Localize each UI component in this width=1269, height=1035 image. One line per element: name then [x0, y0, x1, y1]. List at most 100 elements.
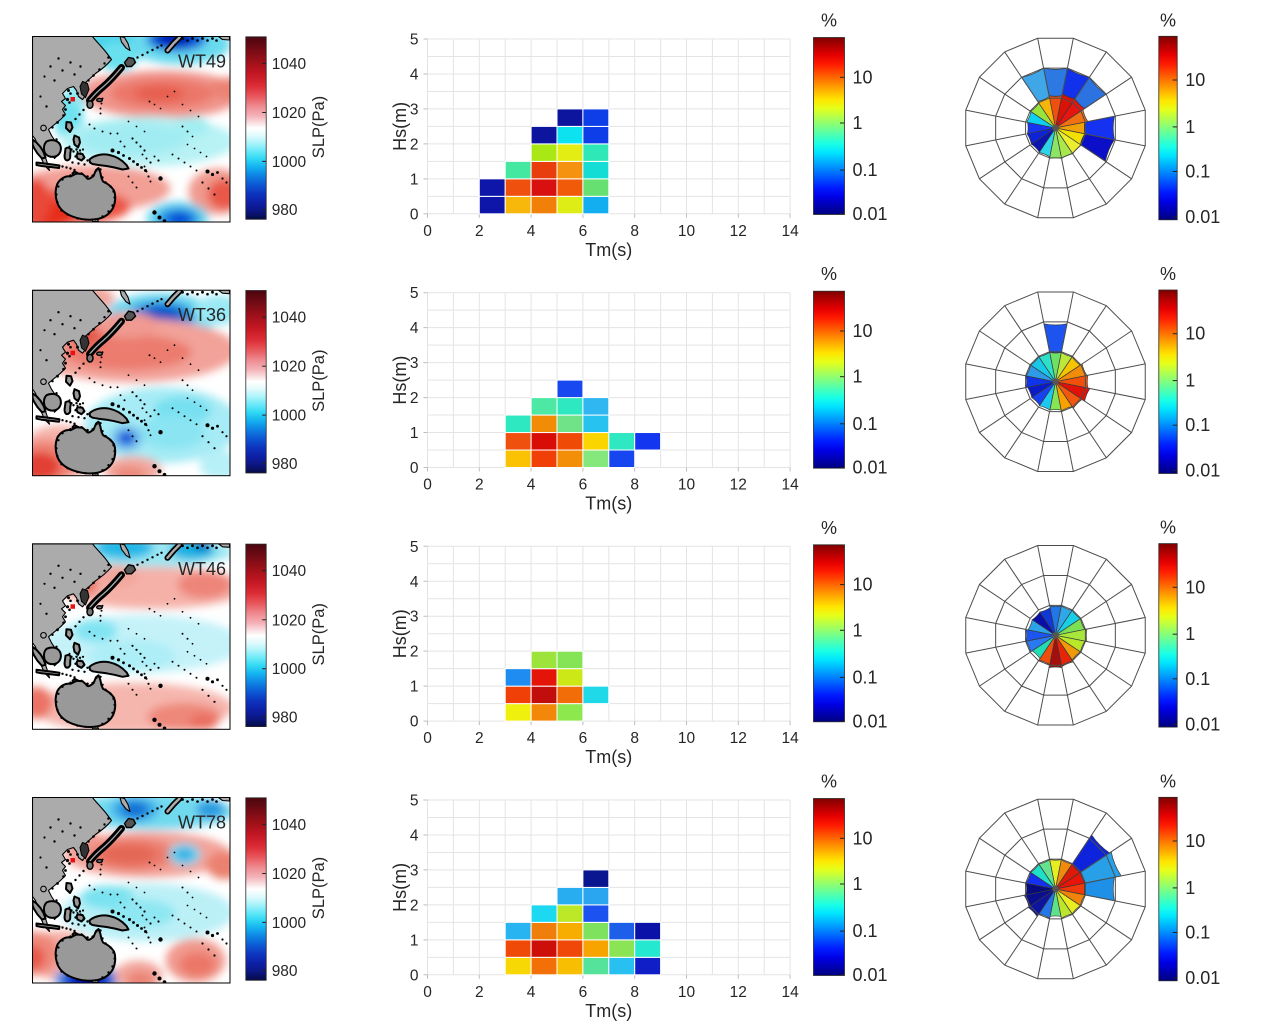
svg-text:0: 0 — [410, 967, 419, 984]
svg-text:4: 4 — [410, 828, 419, 845]
svg-text:%: % — [1160, 10, 1176, 30]
svg-text:0.1: 0.1 — [1185, 415, 1210, 435]
svg-text:1040: 1040 — [272, 56, 307, 73]
svg-text:0.1: 0.1 — [853, 667, 878, 687]
svg-text:%: % — [1160, 771, 1176, 791]
svg-text:1000: 1000 — [272, 661, 307, 678]
svg-text:980: 980 — [272, 456, 298, 473]
svg-text:2: 2 — [410, 390, 419, 407]
svg-text:WT78: WT78 — [178, 813, 226, 833]
svg-text:2: 2 — [475, 477, 484, 494]
svg-text:0.01: 0.01 — [1185, 714, 1220, 734]
svg-text:1: 1 — [853, 367, 863, 387]
svg-text:SLP(Pa): SLP(Pa) — [310, 857, 328, 919]
svg-text:10: 10 — [678, 730, 696, 747]
svg-text:1: 1 — [410, 425, 419, 442]
svg-text:4: 4 — [410, 320, 419, 337]
svg-text:5: 5 — [410, 539, 419, 556]
svg-text:6: 6 — [579, 477, 588, 494]
svg-text:1: 1 — [853, 874, 863, 894]
svg-text:2: 2 — [410, 136, 419, 153]
svg-text:4: 4 — [410, 67, 419, 84]
svg-text:0.01: 0.01 — [1185, 207, 1220, 227]
svg-text:1000: 1000 — [272, 915, 307, 932]
svg-text:0: 0 — [423, 477, 432, 494]
svg-text:3: 3 — [410, 862, 419, 879]
svg-text:1040: 1040 — [272, 563, 307, 580]
svg-text:2: 2 — [410, 897, 419, 914]
svg-text:0.01: 0.01 — [853, 711, 888, 731]
svg-text:0.1: 0.1 — [853, 921, 878, 941]
svg-text:%: % — [1160, 264, 1176, 284]
svg-text:12: 12 — [730, 984, 747, 1001]
svg-text:1020: 1020 — [272, 866, 307, 883]
svg-text:Tm(s): Tm(s) — [585, 494, 632, 514]
svg-text:0: 0 — [423, 984, 432, 1001]
svg-text:0.01: 0.01 — [1185, 461, 1220, 481]
svg-text:1: 1 — [853, 620, 863, 640]
svg-text:1040: 1040 — [272, 817, 307, 834]
svg-text:WT36: WT36 — [178, 305, 226, 325]
svg-text:4: 4 — [527, 477, 536, 494]
svg-text:3: 3 — [410, 609, 419, 626]
svg-text:1: 1 — [410, 932, 419, 949]
svg-text:1: 1 — [410, 679, 419, 696]
svg-text:6: 6 — [579, 984, 588, 1001]
svg-text:8: 8 — [630, 477, 639, 494]
svg-text:0.01: 0.01 — [1185, 968, 1220, 988]
svg-text:1: 1 — [1185, 117, 1195, 137]
svg-text:0.01: 0.01 — [853, 204, 888, 224]
svg-text:0.01: 0.01 — [853, 458, 888, 478]
svg-text:0: 0 — [410, 714, 419, 731]
svg-text:%: % — [821, 264, 837, 284]
svg-text:4: 4 — [527, 730, 536, 747]
svg-text:SLP(Pa): SLP(Pa) — [310, 603, 328, 665]
svg-text:1: 1 — [1185, 371, 1195, 391]
svg-text:0: 0 — [410, 206, 419, 223]
svg-text:10: 10 — [678, 984, 696, 1001]
svg-text:10: 10 — [1185, 831, 1205, 851]
svg-text:2: 2 — [410, 644, 419, 661]
svg-text:14: 14 — [781, 223, 799, 240]
svg-text:1: 1 — [1185, 878, 1195, 898]
svg-text:Tm(s): Tm(s) — [585, 1001, 632, 1021]
svg-text:0.01: 0.01 — [853, 965, 888, 985]
svg-text:980: 980 — [272, 963, 298, 980]
svg-text:1000: 1000 — [272, 154, 307, 171]
svg-text:1020: 1020 — [272, 612, 307, 629]
svg-text:980: 980 — [272, 709, 298, 726]
svg-text:14: 14 — [781, 984, 799, 1001]
svg-text:10: 10 — [853, 575, 873, 595]
svg-text:%: % — [821, 772, 837, 792]
svg-text:1000: 1000 — [272, 408, 307, 425]
svg-text:14: 14 — [781, 730, 799, 747]
svg-text:5: 5 — [410, 793, 419, 810]
svg-text:3: 3 — [410, 355, 419, 372]
svg-text:SLP(Pa): SLP(Pa) — [310, 350, 328, 412]
svg-text:Hs(m): Hs(m) — [390, 863, 410, 912]
svg-text:1020: 1020 — [272, 105, 307, 122]
svg-text:Hs(m): Hs(m) — [390, 102, 410, 151]
svg-text:1040: 1040 — [272, 310, 307, 327]
svg-text:5: 5 — [410, 285, 419, 302]
svg-text:SLP(Pa): SLP(Pa) — [310, 96, 328, 158]
svg-text:12: 12 — [730, 477, 747, 494]
svg-text:3: 3 — [410, 101, 419, 118]
svg-text:0.1: 0.1 — [1185, 162, 1210, 182]
svg-text:10: 10 — [1185, 324, 1205, 344]
svg-text:2: 2 — [475, 223, 484, 240]
svg-text:10: 10 — [853, 67, 873, 87]
svg-text:%: % — [1160, 518, 1176, 538]
svg-text:WT49: WT49 — [178, 52, 226, 72]
svg-text:8: 8 — [630, 984, 639, 1001]
svg-text:10: 10 — [1185, 577, 1205, 597]
svg-text:10: 10 — [853, 828, 873, 848]
svg-text:8: 8 — [630, 730, 639, 747]
svg-text:980: 980 — [272, 202, 298, 219]
svg-text:0.1: 0.1 — [1185, 923, 1210, 943]
svg-text:14: 14 — [781, 477, 799, 494]
svg-text:0.1: 0.1 — [853, 160, 878, 180]
svg-text:0.1: 0.1 — [853, 414, 878, 434]
svg-text:10: 10 — [678, 477, 696, 494]
svg-text:2: 2 — [475, 730, 484, 747]
